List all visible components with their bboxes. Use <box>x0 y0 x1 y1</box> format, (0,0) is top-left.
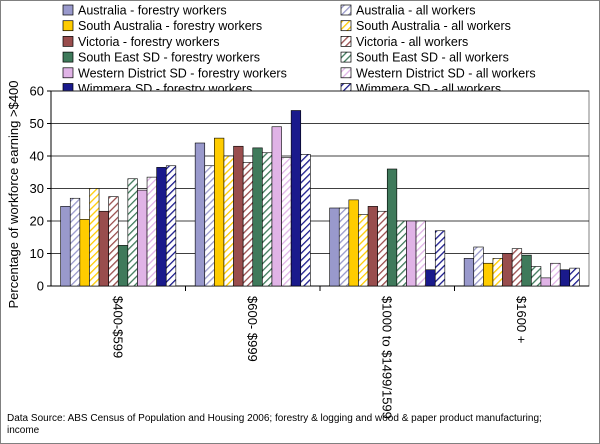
x-tick-label: $1000 to $1499/1599 <box>379 296 394 419</box>
bar-south-east-sd-all-workers-1000-to-1499-1599 <box>396 220 407 287</box>
y-axis-label: Percentage of workforce earning >$400 <box>6 80 21 308</box>
bar-group-1600 <box>463 246 580 287</box>
x-tick-label: $600- $999 <box>245 296 260 362</box>
legend-label: South East SD - forestry workers <box>78 51 260 65</box>
bar-wimmera-sd-forestry-workers-600-999 <box>290 110 302 287</box>
legend-item-western-district-sd-forestry-workers: Western District SD - forestry workers <box>62 66 287 80</box>
legend-label: Victoria - all workers <box>356 35 468 49</box>
bar-victoria-forestry-workers-400-599 <box>98 210 109 287</box>
bar-wimmera-sd-all-workers-1000-to-1499-1599 <box>434 230 446 287</box>
bar-victoria-forestry-workers-600-999 <box>233 145 244 287</box>
bar-south-east-sd-forestry-workers-1000-to-1499-1599 <box>386 168 398 287</box>
legend-item-western-district-sd-all-workers: Western District SD - all workers <box>340 66 536 80</box>
legend-swatch <box>340 36 352 47</box>
bar-wimmera-sd-forestry-workers-400-599 <box>156 167 167 287</box>
y-tick-label: 20 <box>30 214 44 229</box>
bar-western-district-sd-all-workers-600-999 <box>281 157 292 287</box>
bar-victoria-all-workers-400-599 <box>108 196 119 287</box>
legend-item-south-east-sd-forestry-workers: South East SD - forestry workers <box>62 51 260 65</box>
bar-australia-all-workers-1600 <box>473 246 484 287</box>
bar-wimmera-sd-forestry-workers-1000-to-1499-1599 <box>425 269 436 287</box>
legend-label: Western District SD - forestry workers <box>78 66 287 80</box>
legend-item-australia-forestry-workers: Australia - forestry workers <box>62 4 227 18</box>
legend-item-victoria-forestry-workers: Victoria - forestry workers <box>62 35 219 49</box>
bar-south-australia-forestry-workers-400-599 <box>79 219 90 287</box>
legend-label: South Australia - all workers <box>356 19 511 33</box>
bar-south-australia-forestry-workers-1000-to-1499-1599 <box>348 199 359 287</box>
bar-australia-all-workers-1000-to-1499-1599 <box>338 207 350 287</box>
bar-western-district-sd-forestry-workers-400-599 <box>137 189 148 287</box>
bar-australia-forestry-workers-1600 <box>463 258 475 287</box>
bar-group-400-599 <box>60 165 177 287</box>
bar-south-australia-forestry-workers-600-999 <box>214 137 225 287</box>
y-tick-label: 10 <box>30 246 44 261</box>
bar-western-district-sd-forestry-workers-1600 <box>540 277 551 287</box>
bar-western-district-sd-forestry-workers-1000-to-1499-1599 <box>406 220 417 287</box>
bar-group-600-999 <box>194 110 311 287</box>
legend-item-victoria-all-workers: Victoria - all workers <box>340 35 468 49</box>
bar-western-district-sd-all-workers-1000-to-1499-1599 <box>415 220 426 287</box>
bar-western-district-sd-all-workers-400-599 <box>146 176 157 287</box>
bar-south-australia-all-workers-1000-to-1499-1599 <box>358 214 369 287</box>
legend-swatch <box>62 67 74 79</box>
bar-south-australia-all-workers-400-599 <box>89 188 100 287</box>
bar-australia-forestry-workers-600-999 <box>194 142 206 287</box>
legend-swatch <box>62 20 74 32</box>
legend-item-south-australia-forestry-workers: South Australia - forestry workers <box>62 19 262 33</box>
bar-victoria-all-workers-1000-to-1499-1599 <box>377 210 388 287</box>
y-tick-label: 40 <box>30 149 44 164</box>
legend-label: Australia - forestry workers <box>78 4 227 18</box>
bar-south-east-sd-forestry-workers-400-599 <box>117 245 129 287</box>
legend-swatch <box>340 4 352 16</box>
legend-item-australia-all-workers: Australia - all workers <box>340 4 475 18</box>
bar-wimmera-sd-all-workers-600-999 <box>300 154 311 287</box>
bar-south-east-sd-forestry-workers-600-999 <box>252 147 263 287</box>
legend-swatch <box>62 36 74 47</box>
bar-south-australia-all-workers-1600 <box>492 258 503 287</box>
bar-wimmera-sd-all-workers-400-599 <box>165 165 177 287</box>
bar-australia-all-workers-600-999 <box>204 165 215 287</box>
y-tick-label: 30 <box>30 181 44 196</box>
legend-label: Australia - all workers <box>356 4 475 18</box>
bar-south-australia-forestry-workers-1600 <box>483 262 494 287</box>
bar-group-1000-to-1499-1599 <box>329 168 446 287</box>
legend-swatch <box>62 51 74 63</box>
bar-south-east-sd-all-workers-600-999 <box>262 152 273 287</box>
legend-item-south-australia-all-workers: South Australia - all workers <box>340 19 511 33</box>
legend-swatch <box>340 20 352 32</box>
legend-label: South East SD - all workers <box>356 51 509 65</box>
bar-victoria-forestry-workers-1600 <box>502 253 513 287</box>
bar-western-district-sd-forestry-workers-600-999 <box>271 126 282 287</box>
y-tick-label: 50 <box>30 116 44 131</box>
bar-south-australia-all-workers-600-999 <box>223 155 234 287</box>
bar-south-east-sd-all-workers-400-599 <box>127 178 138 287</box>
y-tick-label: 60 <box>30 84 44 99</box>
bar-western-district-sd-all-workers-1600 <box>550 262 561 287</box>
source-note: Data Source: ABS Census of Population an… <box>7 413 542 436</box>
y-tick-label: 0 <box>37 279 44 294</box>
legend-label: Victoria - forestry workers <box>78 35 219 49</box>
bar-south-east-sd-forestry-workers-1600 <box>521 254 532 287</box>
x-tick-label: $1600 + <box>514 296 529 343</box>
bar-wimmera-sd-forestry-workers-1600 <box>559 269 571 287</box>
legend-swatch <box>340 67 352 79</box>
x-tick-label: $400-$599 <box>110 296 125 358</box>
legend-label: South Australia - forestry workers <box>78 19 262 33</box>
legend-swatch <box>340 51 352 63</box>
bar-australia-forestry-workers-1000-to-1499-1599 <box>329 207 340 287</box>
bar-south-east-sd-all-workers-1600 <box>531 266 542 287</box>
bar-wimmera-sd-all-workers-1600 <box>569 267 580 287</box>
legend-label: Western District SD - all workers <box>356 66 536 80</box>
legend-swatch <box>62 4 74 16</box>
legend-item-south-east-sd-all-workers: South East SD - all workers <box>340 51 509 65</box>
bar-victoria-all-workers-1600 <box>511 248 523 287</box>
legend: Australia - forestry workers Australia - … <box>62 4 536 96</box>
bar-victoria-forestry-workers-1000-to-1499-1599 <box>367 206 378 287</box>
plot-area: 0 10 20 30 40 50 60 Percentage of workforce ear… <box>6 80 590 419</box>
bar-australia-forestry-workers-400-599 <box>60 206 71 287</box>
bar-victoria-all-workers-600-999 <box>242 162 254 287</box>
bar-australia-all-workers-400-599 <box>69 197 81 287</box>
